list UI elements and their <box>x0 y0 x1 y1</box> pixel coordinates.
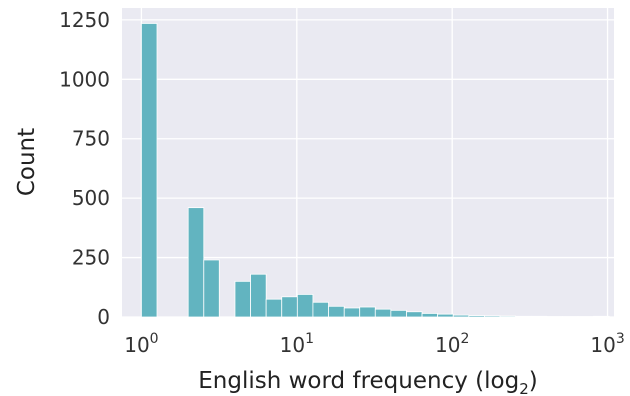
x-axis-label-end: ) <box>529 368 538 394</box>
histogram-bar <box>343 307 361 318</box>
histogram-bar <box>250 273 267 318</box>
x-tick-exponent: 3 <box>616 331 625 347</box>
histogram-bar <box>390 309 407 318</box>
histogram-bar <box>499 315 517 318</box>
histogram-bar <box>141 23 158 318</box>
histogram-bar <box>406 311 423 318</box>
y-tick-label: 750 <box>72 127 110 151</box>
histogram-bar <box>265 298 283 318</box>
histogram-bar <box>328 305 345 318</box>
histogram-bar <box>374 308 392 318</box>
x-tick-exponent: 1 <box>305 331 314 347</box>
histogram-bar <box>296 294 314 318</box>
histogram-bar <box>484 315 501 318</box>
x-tick-base: 10 <box>590 333 615 357</box>
y-tick-label: 1000 <box>59 67 110 91</box>
y-tick-label: 0 <box>97 305 110 329</box>
histogram-bar <box>203 259 220 318</box>
y-tick-label: 250 <box>72 246 110 270</box>
histogram-bar <box>530 315 548 318</box>
histogram-bar <box>468 315 485 318</box>
x-tick-base: 10 <box>124 333 149 357</box>
x-tick-label: 101 <box>280 331 314 357</box>
x-tick-exponent: 0 <box>150 331 159 347</box>
grid-lines <box>122 8 614 318</box>
histogram-bar <box>281 296 298 318</box>
x-tick-label: 100 <box>124 331 158 357</box>
y-tick-labels: 0 250 500 750 1000 1250 <box>59 8 110 329</box>
histogram-bar <box>187 207 205 318</box>
y-tick-label: 1250 <box>59 8 110 32</box>
histogram-bar <box>234 280 251 318</box>
histogram-bar <box>421 313 439 318</box>
x-tick-base: 10 <box>435 333 460 357</box>
histogram-bar <box>312 301 329 318</box>
x-tick-labels: 100 101 102 103 <box>124 331 625 357</box>
y-axis-label: Count <box>14 128 40 196</box>
y-tick-label: 500 <box>72 186 110 210</box>
x-axis-label-subscript: 2 <box>519 380 529 396</box>
histogram-bar <box>593 315 610 318</box>
x-axis-label: English word frequency (log2) <box>198 368 537 396</box>
histogram-bar <box>437 313 454 318</box>
x-tick-exponent: 2 <box>460 331 469 347</box>
x-tick-base: 10 <box>280 333 305 357</box>
histogram-bar <box>452 314 470 318</box>
x-tick-label: 103 <box>590 331 624 357</box>
histogram-bar <box>515 315 532 318</box>
x-tick-label: 102 <box>435 331 469 357</box>
histogram-bar <box>359 306 376 318</box>
histogram-bars <box>141 23 610 318</box>
